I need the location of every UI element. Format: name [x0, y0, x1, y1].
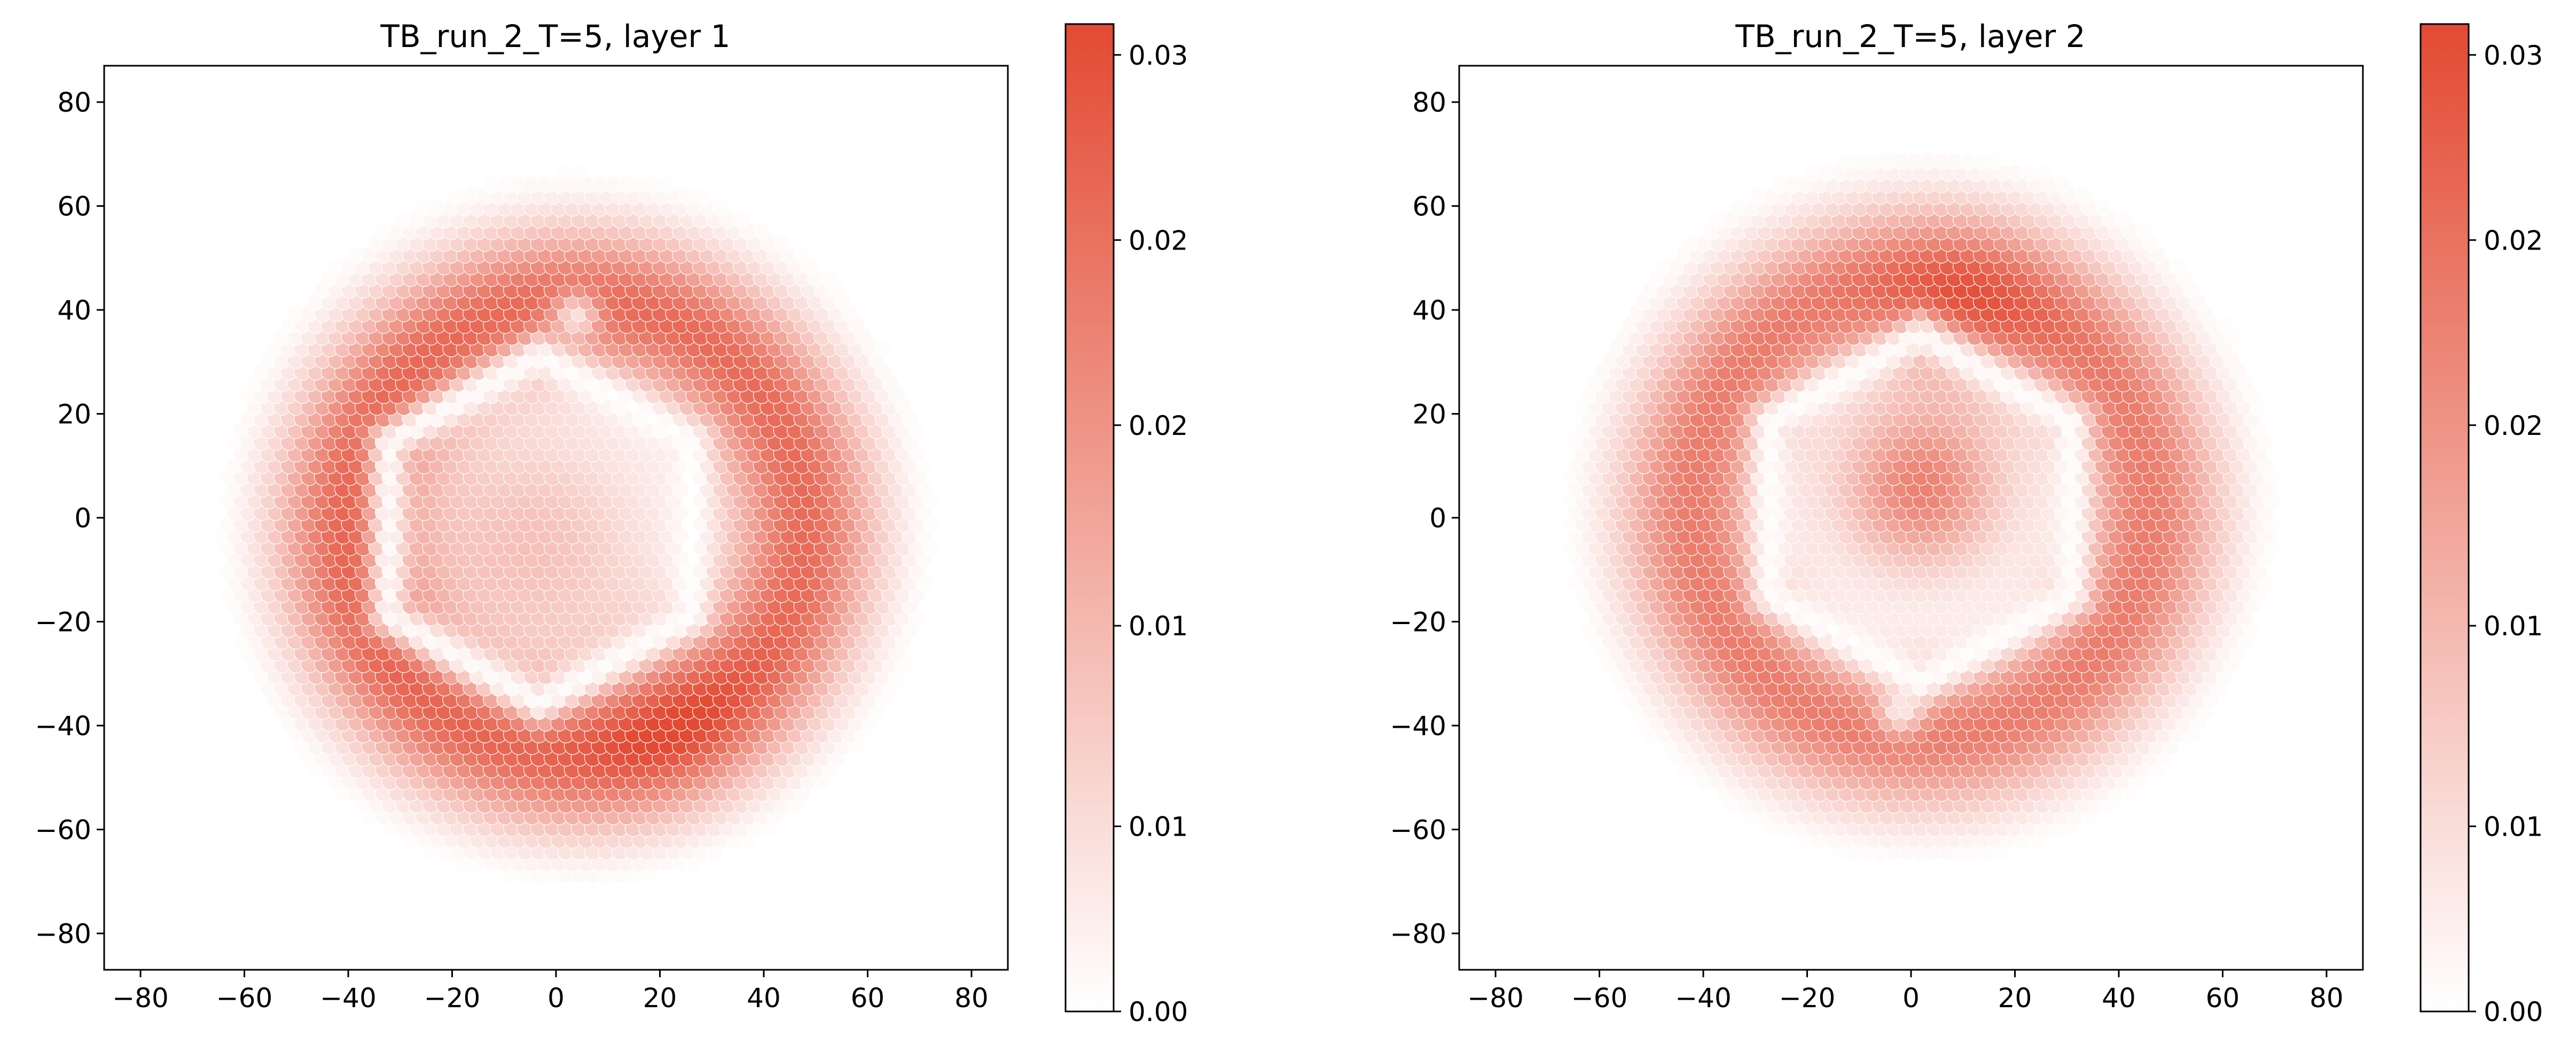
x-tick-label: −20 — [424, 983, 481, 1014]
heatmap-area — [1561, 152, 2281, 860]
y-tick-label: 20 — [57, 399, 91, 430]
heatmap-cell — [732, 211, 750, 229]
y-tick-label: 40 — [57, 295, 91, 326]
chart-title: TB_run_2_T=5, layer 2 — [1735, 18, 2085, 55]
heatmap-cell — [753, 222, 771, 240]
x-tick-label: −60 — [216, 983, 273, 1014]
x-tick-label: 40 — [747, 983, 781, 1014]
colorbar-tick-label: 0.03 — [1129, 40, 1188, 71]
x-tick-label: 60 — [851, 983, 885, 1014]
heatmap-cell — [2215, 316, 2234, 334]
y-tick-label: −60 — [35, 814, 91, 845]
y-tick-label: −40 — [35, 711, 91, 742]
x-tick-label: −80 — [112, 983, 169, 1014]
heatmap-cell — [2094, 199, 2112, 217]
x-tick-label: −40 — [320, 983, 377, 1014]
colorbar-tick-label: 0.01 — [1129, 611, 1188, 642]
x-axis: −80 −60 −40 −20 0 20 40 60 80 — [112, 970, 989, 1014]
y-tick-label: 0 — [74, 503, 91, 534]
heatmap-cell — [793, 246, 811, 264]
panel-layer-1: TB_run_2_T=5, layer 1 −80 −60 −40 −20 0 20 40 6… — [35, 18, 1188, 1027]
heatmap-cell — [820, 269, 838, 287]
y-tick-label: −20 — [35, 606, 91, 637]
x-tick-label: 80 — [954, 983, 989, 1014]
y-tick-label: 60 — [57, 191, 91, 222]
heatmap-cell — [773, 234, 791, 252]
colorbar-tick-label: 0.00 — [1129, 996, 1188, 1027]
heatmap-cell — [2115, 211, 2132, 229]
x-tick-label: 20 — [643, 983, 677, 1014]
heatmap-cell — [692, 188, 710, 205]
y-axis: −80 −60 −40 −20 0 20 40 60 80 — [35, 87, 104, 949]
heatmap-cell — [2135, 222, 2152, 240]
colorbar-tick-label: 0.02 — [1129, 225, 1188, 256]
y-tick-label: 80 — [57, 87, 91, 118]
colorbar: 0.00 0.01 0.01 0.02 0.02 0.03 — [1064, 23, 1188, 1027]
heatmap-cell — [2168, 258, 2187, 276]
heatmap-cell — [658, 176, 676, 193]
x-tick-label: 0 — [547, 983, 565, 1014]
colorbar-tick-label: 0.01 — [1129, 812, 1188, 843]
heatmap-cell — [570, 164, 589, 182]
panel-layer-2: TB_run_2_T=5, layer 2 −80 −60 −40 −20 0 20 40 6… — [1390, 18, 2543, 1027]
heatmap-cell — [712, 199, 730, 217]
y-tick-label: −80 — [35, 918, 91, 949]
colorbar-tick-label: 0.02 — [1129, 410, 1188, 441]
heatmap-cell — [874, 339, 892, 357]
chart-title: TB_run_2_T=5, layer 1 — [380, 18, 730, 55]
colorbar-gradient — [1064, 23, 1115, 1013]
heatmap-area — [213, 164, 939, 884]
